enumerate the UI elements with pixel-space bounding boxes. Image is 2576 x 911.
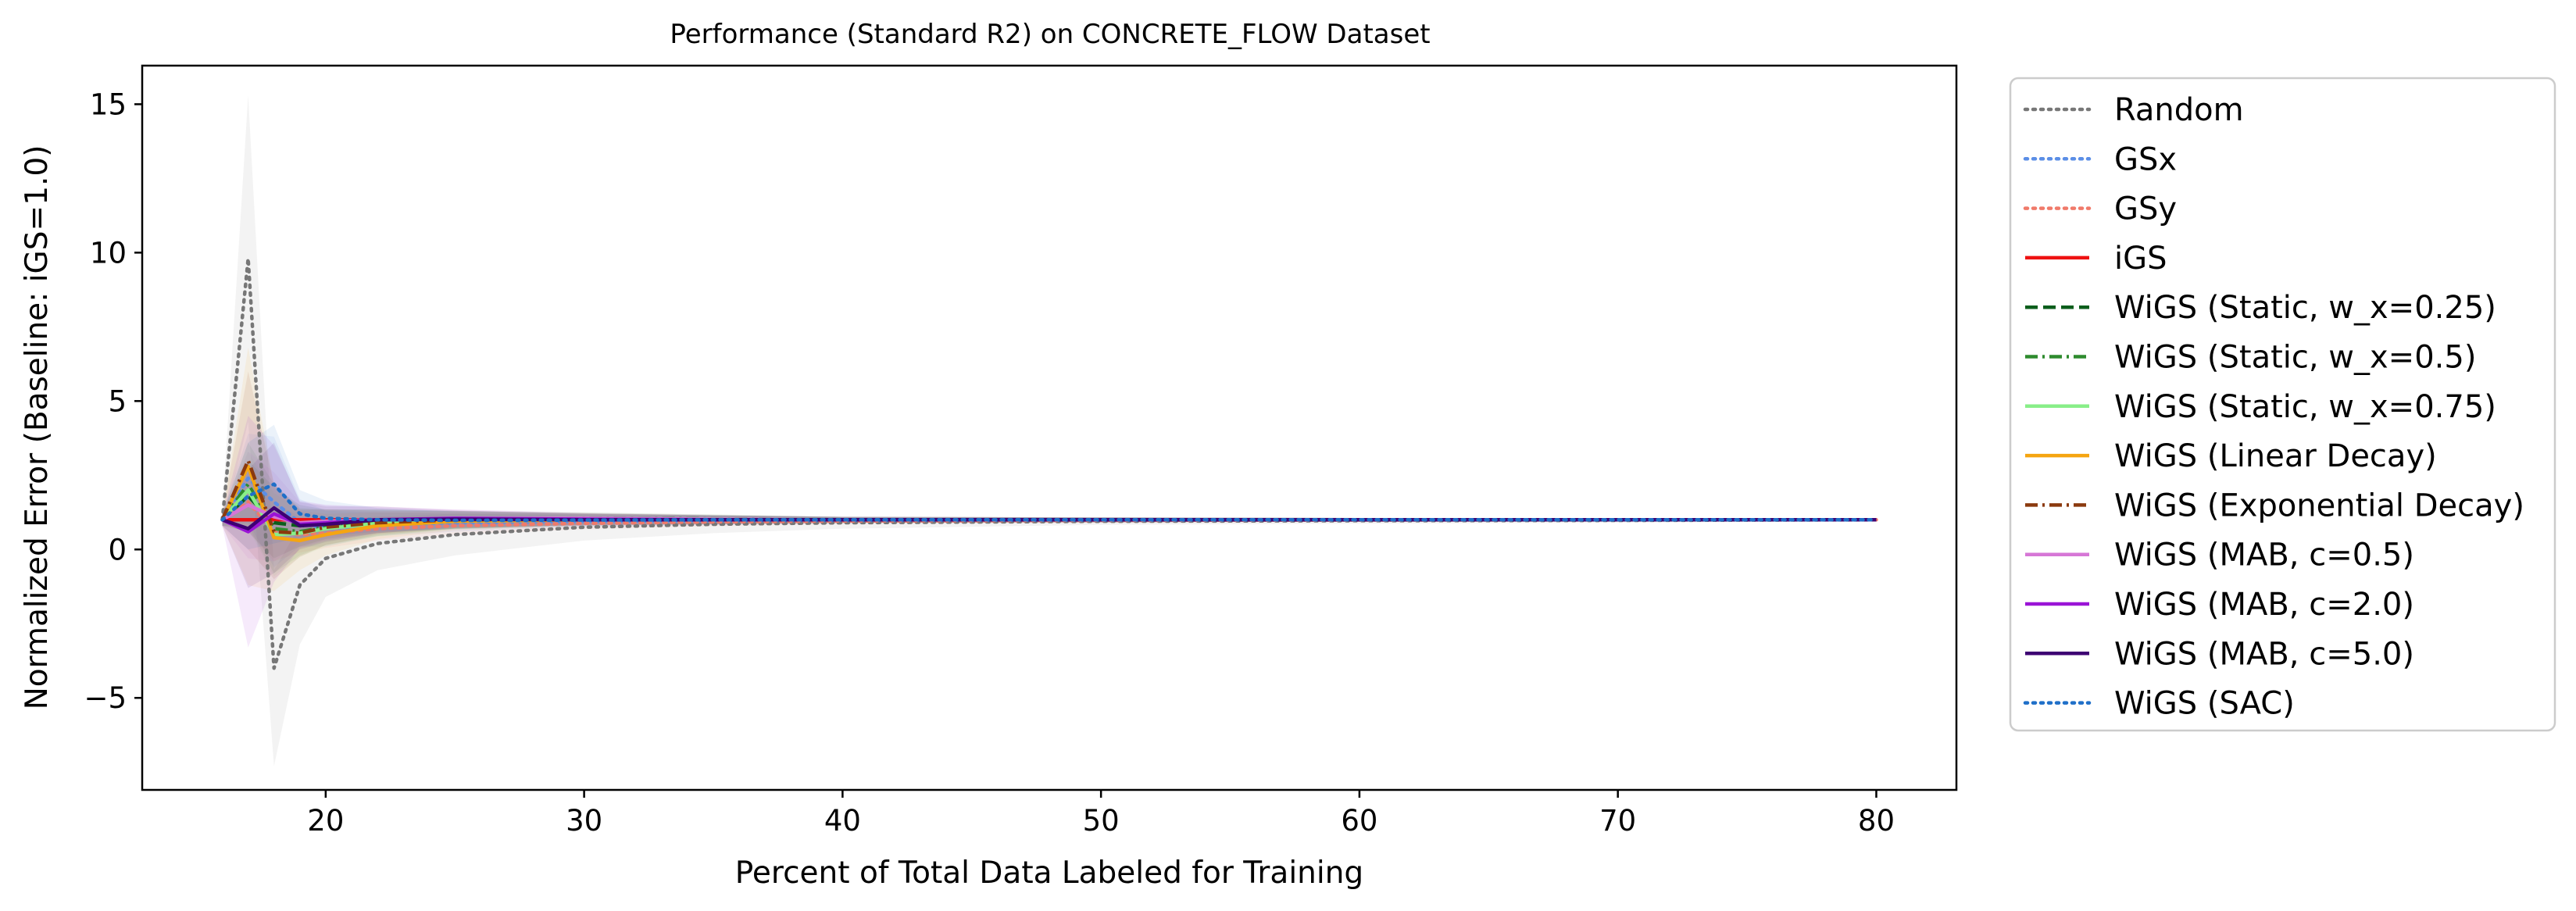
legend-label: WiGS (Static, w_x=0.5)	[2114, 340, 2476, 376]
y-tick-label: 15	[90, 88, 127, 121]
legend-entry-wigs-static-w-x-0-75: WiGS (Static, w_x=0.75)	[2025, 389, 2496, 425]
legend-label: WiGS (Static, w_x=0.25)	[2114, 290, 2496, 326]
legend-label: WiGS (MAB, c=5.0)	[2114, 636, 2414, 672]
legend-label: WiGS (Exponential Decay)	[2114, 488, 2524, 523]
y-axis-ticks: −5 0 5 10 15	[84, 88, 142, 715]
x-tick-label: 40	[824, 804, 861, 838]
legend-label: WiGS (Static, w_x=0.75)	[2114, 389, 2496, 425]
legend-box	[2009, 77, 2556, 732]
series-line-wigs-sac	[220, 482, 1878, 523]
legend-entry-wigs-linear-decay: WiGS (Linear Decay)	[2025, 438, 2437, 474]
x-axis-title: Percent of Total Data Labeled for Traini…	[735, 856, 1363, 891]
legend-label: WiGS (Linear Decay)	[2114, 438, 2437, 474]
legend-label: WiGS (SAC)	[2114, 686, 2295, 722]
legend-entry-wigs-static-w-x-0-5: WiGS (Static, w_x=0.5)	[2025, 340, 2476, 376]
band-wigs-static-w-x-0-5	[222, 442, 1877, 573]
legend-entry-wigs-mab-c-2-0: WiGS (MAB, c=2.0)	[2025, 587, 2414, 623]
legend-entry-igs: iGS	[2025, 241, 2167, 277]
legend: Random GSx GSy iGS WiGS (Static, w_x=0.25) Wi…	[2009, 77, 2556, 732]
x-tick-label: 50	[1083, 804, 1120, 838]
legend-entry-wigs-mab-c-5-0: WiGS (MAB, c=5.0)	[2025, 636, 2414, 672]
x-tick-label: 80	[1858, 804, 1895, 838]
legend-entry-wigs-static-w-x-0-25: WiGS (Static, w_x=0.25)	[2025, 290, 2496, 326]
confidence-bands	[222, 95, 1877, 766]
y-axis-title: Normalized Error (Baseline: iGS=1.0)	[20, 145, 55, 710]
legend-label: iGS	[2114, 241, 2167, 277]
legend-label: WiGS (MAB, c=2.0)	[2114, 587, 2414, 623]
legend-entry-random: Random	[2023, 92, 2244, 128]
chart-title: Performance (Standard R2) on CONCRETE_FL…	[670, 19, 1430, 50]
y-tick-label: −5	[84, 681, 127, 715]
x-tick-label: 20	[307, 804, 344, 838]
band-wigs-linear-decay	[222, 347, 1877, 591]
legend-label: WiGS (MAB, c=0.5)	[2114, 538, 2414, 573]
x-tick-label: 30	[566, 804, 602, 838]
legend-label: Random	[2114, 92, 2244, 128]
legend-entry-gsy: GSy	[2023, 191, 2177, 227]
legend-entry-wigs-sac: WiGS (SAC)	[2023, 686, 2295, 722]
band-wigs-mab-c-5-0	[222, 442, 1877, 588]
series-line-random	[220, 256, 1878, 670]
legend-items: Random GSx GSy iGS WiGS (Static, w_x=0.25) Wi…	[2023, 92, 2524, 722]
series-lines	[220, 256, 1878, 670]
x-axis-ticks: 20 30 40 50 60 70 80	[307, 790, 1895, 838]
band-random	[222, 95, 1877, 766]
legend-entry-wigs-exponential-decay: WiGS (Exponential Decay)	[2025, 488, 2524, 523]
plot-frame	[141, 64, 1958, 791]
legend-label: GSx	[2114, 141, 2177, 177]
y-tick-label: 0	[108, 533, 127, 566]
legend-entry-gsx: GSx	[2023, 141, 2177, 177]
y-tick-label: 10	[90, 236, 127, 270]
y-tick-label: 5	[108, 384, 127, 418]
x-tick-label: 70	[1599, 804, 1636, 838]
band-wigs-static-w-x-0-75	[222, 451, 1877, 577]
x-tick-label: 60	[1341, 804, 1377, 838]
legend-entry-wigs-mab-c-0-5: WiGS (MAB, c=0.5)	[2025, 538, 2414, 573]
legend-label: GSy	[2114, 191, 2177, 227]
